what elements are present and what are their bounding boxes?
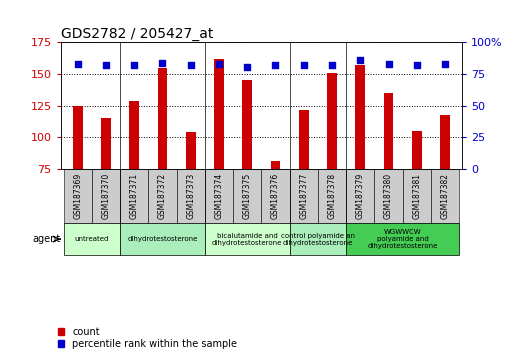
FancyBboxPatch shape <box>374 169 403 223</box>
Point <box>271 62 280 68</box>
Text: untreated: untreated <box>74 236 109 242</box>
Text: GSM187382: GSM187382 <box>440 173 449 219</box>
FancyBboxPatch shape <box>290 169 318 223</box>
Point <box>328 62 336 68</box>
FancyBboxPatch shape <box>346 169 374 223</box>
Text: GSM187371: GSM187371 <box>130 173 139 219</box>
FancyBboxPatch shape <box>431 169 459 223</box>
FancyBboxPatch shape <box>346 223 459 255</box>
Text: GSM187374: GSM187374 <box>214 173 223 219</box>
Text: GDS2782 / 205427_at: GDS2782 / 205427_at <box>61 28 213 41</box>
Point <box>158 60 167 65</box>
FancyBboxPatch shape <box>92 169 120 223</box>
Bar <box>327 73 337 169</box>
Text: dihydrotestosterone: dihydrotestosterone <box>127 236 197 242</box>
Text: GSM187380: GSM187380 <box>384 173 393 219</box>
Point <box>412 62 421 68</box>
Bar <box>129 101 139 169</box>
Bar <box>157 68 167 169</box>
Point <box>441 61 449 67</box>
Bar <box>242 80 252 169</box>
Text: GSM187372: GSM187372 <box>158 173 167 219</box>
Point <box>299 62 308 68</box>
Point <box>243 64 251 69</box>
FancyBboxPatch shape <box>176 169 205 223</box>
Text: GSM187378: GSM187378 <box>327 173 336 219</box>
FancyBboxPatch shape <box>148 169 176 223</box>
Text: GSM187369: GSM187369 <box>73 173 82 219</box>
Bar <box>214 59 224 169</box>
Point <box>130 62 138 68</box>
FancyBboxPatch shape <box>403 169 431 223</box>
Point <box>186 62 195 68</box>
Text: agent: agent <box>32 234 60 244</box>
FancyBboxPatch shape <box>290 223 346 255</box>
Text: GSM187379: GSM187379 <box>356 173 365 219</box>
Point <box>384 61 393 67</box>
FancyBboxPatch shape <box>261 169 290 223</box>
Text: WGWWCW
polyamide and
dihydrotestosterone: WGWWCW polyamide and dihydrotestosterone <box>367 229 438 249</box>
Bar <box>412 131 422 169</box>
Bar <box>270 161 280 169</box>
FancyBboxPatch shape <box>63 223 120 255</box>
FancyBboxPatch shape <box>63 169 92 223</box>
Point <box>215 61 223 67</box>
FancyBboxPatch shape <box>120 223 205 255</box>
Text: control polyamide an
dihydrotestosterone: control polyamide an dihydrotestosterone <box>281 233 355 246</box>
FancyBboxPatch shape <box>205 169 233 223</box>
Bar <box>73 106 82 169</box>
Point <box>102 62 110 68</box>
Point <box>73 61 82 67</box>
Text: bicalutamide and
dihydrotestosterone: bicalutamide and dihydrotestosterone <box>212 233 282 246</box>
Bar <box>383 93 393 169</box>
Text: GSM187376: GSM187376 <box>271 173 280 219</box>
Bar <box>186 132 196 169</box>
Text: GSM187377: GSM187377 <box>299 173 308 219</box>
FancyBboxPatch shape <box>205 223 290 255</box>
Bar <box>299 109 309 169</box>
Point <box>356 57 364 63</box>
Text: GSM187370: GSM187370 <box>101 173 110 219</box>
FancyBboxPatch shape <box>120 169 148 223</box>
Legend: count, percentile rank within the sample: count, percentile rank within the sample <box>58 327 237 349</box>
Bar <box>355 65 365 169</box>
Text: GSM187375: GSM187375 <box>243 173 252 219</box>
FancyBboxPatch shape <box>233 169 261 223</box>
Bar <box>101 118 111 169</box>
FancyBboxPatch shape <box>318 169 346 223</box>
Text: GSM187381: GSM187381 <box>412 173 421 219</box>
Text: GSM187373: GSM187373 <box>186 173 195 219</box>
Bar <box>440 115 450 169</box>
